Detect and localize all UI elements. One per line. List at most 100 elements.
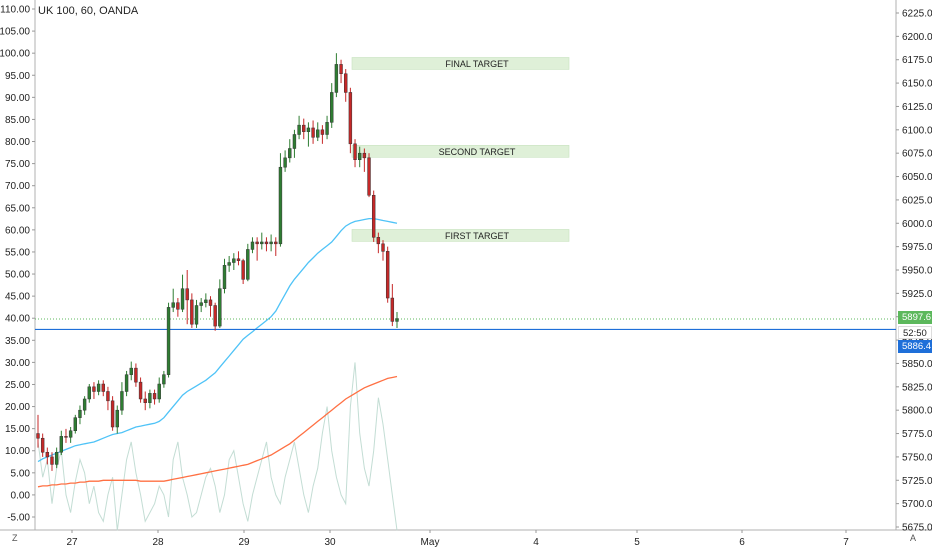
candle-body (288, 148, 292, 159)
left-tick-label: 35.00 (5, 336, 30, 347)
candle-body (185, 288, 189, 301)
candle-body (316, 129, 320, 138)
left-tick-label: 90.00 (5, 93, 30, 104)
candle-body (330, 92, 334, 123)
right-tick-label: 6200.0 (902, 32, 932, 43)
right-tick-label: 5950.0 (902, 266, 932, 277)
left-tick-label: 15.00 (5, 424, 30, 435)
left-tick-label: 5.00 (11, 468, 31, 479)
candle-body (78, 409, 82, 418)
left-tick-label: 20.00 (5, 402, 30, 413)
corner-right-label[interactable]: A (910, 533, 917, 543)
left-tick-label: 0.00 (11, 490, 31, 501)
candle-body (162, 374, 166, 385)
x-tick-label: 7 (843, 537, 849, 548)
candle-body (325, 122, 329, 135)
left-tick-label: 10.00 (5, 446, 30, 457)
corner-left-label[interactable]: Z (12, 533, 18, 543)
right-tick-label: 6000.0 (902, 219, 932, 230)
target-label: FIRST TARGET (445, 231, 510, 241)
candle-body (302, 124, 306, 132)
candle-body (381, 243, 385, 252)
left-tick-label: 95.00 (5, 71, 30, 82)
right-tick-label: 6175.0 (902, 55, 932, 66)
candle-body (171, 302, 175, 308)
candle-body (320, 129, 325, 135)
candle-body (73, 417, 77, 431)
candle-body (45, 451, 50, 458)
candle-body (68, 430, 73, 438)
x-tick-label: 29 (238, 537, 250, 548)
candle-body (129, 367, 133, 375)
candle-body (250, 241, 255, 250)
right-tick-label: 6125.0 (902, 102, 932, 113)
candle-body (395, 318, 399, 322)
candle-body (218, 288, 222, 327)
left-tick-label: 105.00 (0, 27, 30, 38)
left-tick-label: 25.00 (5, 380, 30, 391)
candle-body (190, 299, 194, 325)
left-tick-label: 40.00 (5, 314, 30, 325)
x-tick-label: 5 (634, 537, 640, 548)
candle-body (264, 241, 269, 245)
candle-body (204, 299, 208, 303)
candle-body (64, 436, 68, 438)
candle-body (255, 241, 259, 245)
candle-body (87, 386, 91, 400)
candle-body (96, 383, 101, 392)
left-tick-label: 80.00 (5, 137, 30, 148)
candle-body (36, 433, 40, 439)
candle-body (348, 92, 353, 145)
candle-body (232, 258, 236, 263)
candle-body (92, 386, 96, 392)
left-tick-label: 65.00 (5, 203, 30, 214)
left-tick-label: 110.00 (0, 5, 30, 16)
candle-body (194, 305, 199, 325)
right-tick-label: 5775.0 (902, 429, 932, 440)
candle-body (134, 367, 138, 383)
left-tick-label: 70.00 (5, 181, 30, 192)
moving-average-short (37, 217, 398, 463)
candle-body (339, 64, 343, 74)
right-tick-label: 5725.0 (902, 476, 932, 487)
candle-body (180, 288, 185, 310)
candle-body (82, 398, 87, 411)
candle-body (241, 260, 245, 280)
candle-body (353, 143, 357, 160)
candle-body (152, 393, 157, 400)
x-tick-label: 6 (739, 537, 745, 548)
candle-body (376, 237, 381, 245)
right-tick-label: 6025.0 (902, 195, 932, 206)
right-tick-label: 6150.0 (902, 79, 932, 90)
candle-body (297, 124, 301, 135)
right-tick-label: 6075.0 (902, 149, 932, 160)
candle-body (390, 297, 395, 322)
line-price-tag: 5886.4 (898, 340, 932, 353)
candle-body (166, 307, 171, 375)
candle-body (362, 152, 367, 159)
candle-body (138, 381, 143, 400)
right-tick-label: 5925.0 (902, 289, 932, 300)
candle-body (236, 258, 241, 261)
moving-average-long (37, 375, 398, 488)
x-tick-label: 4 (533, 537, 539, 548)
candle-body (124, 374, 129, 392)
candle-body (283, 157, 287, 168)
oscillator-line (37, 362, 398, 531)
candle-body (358, 152, 362, 160)
candle-body (213, 305, 217, 327)
right-tick-label: 5825.0 (902, 382, 932, 393)
x-tick-label: 30 (324, 537, 336, 548)
right-tick-label: 6225.0 (902, 9, 932, 20)
candle-body (208, 299, 213, 306)
left-tick-label: 45.00 (5, 292, 30, 303)
candle-body (148, 393, 152, 403)
candle-body (106, 391, 110, 402)
left-tick-label: 55.00 (5, 247, 30, 258)
candle-body (143, 398, 147, 403)
x-tick-label: 28 (152, 537, 164, 548)
left-tick-label: -5.00 (7, 513, 30, 524)
candle-body (227, 262, 231, 266)
candle-body (344, 73, 348, 93)
